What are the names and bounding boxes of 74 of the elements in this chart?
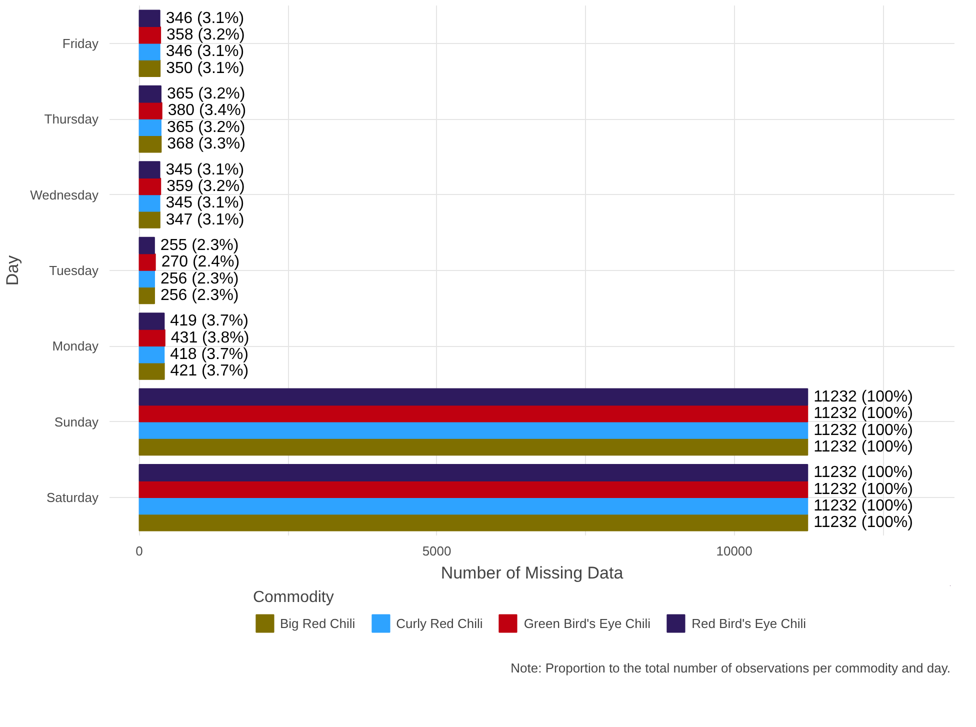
y-tick-label: Wednesday [30,187,99,202]
data-label: 365 (3.2%) [166,118,246,136]
x-tick-label: 5000 [422,544,452,558]
data-label: 255 (2.3%) [160,237,239,254]
bar [138,497,808,515]
bar [138,60,161,78]
data-label: 365 (3.2%) [166,86,246,103]
data-label: 11232 (100%) [814,405,913,422]
legend-title: Commodity [252,589,335,607]
data-label: 380 (3.4%) [168,102,246,120]
y-axis-title: Day [3,254,22,286]
legend-label: Red Bird's Eye Chili [692,616,806,630]
x-axis-title: Number of Missing Data [440,564,624,582]
data-label: 256 (2.3%) [160,286,239,304]
bar [138,270,155,288]
bar [138,464,808,482]
bar [138,480,808,498]
bar [138,514,808,532]
legend-label: Big Red Chili [280,616,356,630]
data-label: 11232 (100%) [814,480,913,498]
y-tick-label: Tuesday [49,263,99,278]
y-tick-label: Saturday [46,490,99,506]
y-tick-label: Sunday [54,414,99,430]
data-label: 256 (2.3%) [160,270,239,288]
data-label: 270 (2.4%) [161,254,240,271]
data-label: 346 (3.1%) [166,10,244,27]
bar [138,312,165,330]
data-label: 11232 (100%) [814,464,913,482]
data-label: 347 (3.1%) [166,211,244,228]
bar [138,10,160,28]
bar [138,135,162,153]
data-label: 11232 (100%) [814,514,913,532]
y-tick-label: Friday [62,36,99,51]
bar [138,194,160,212]
bar [138,178,162,196]
x-tick-label: 0 [136,544,143,558]
data-label: 11232 (100%) [814,422,913,439]
data-label: 368 (3.3%) [167,136,246,153]
bar [138,422,808,439]
text: Note: Proportion to the total number of observations per commodity and day. [510,660,951,676]
bar [138,236,155,254]
bar [138,286,155,304]
data-label: 431 (3.8%) [170,329,250,346]
bar [138,388,808,406]
bar [138,362,165,380]
bar [138,404,808,422]
legend-label: Curly Red Chili [396,616,483,630]
data-label: 358 (3.2%) [166,26,245,44]
data-label: 11232 (100%) [814,497,913,514]
bar [138,118,162,136]
data-label: 11232 (100%) [814,438,913,456]
data-label: 359 (3.2%) [166,178,245,195]
bar [138,329,166,347]
data-label: 419 (3.7%) [170,312,248,330]
bar [138,102,162,120]
data-label: 421 (3.7%) [170,362,249,380]
data-label: 11232 (100%) [814,388,913,406]
y-tick-label: Thursday [44,112,99,127]
data-label: 345 (3.1%) [166,194,244,212]
y-tick-label: Monday [52,338,99,354]
data-label: 350 (3.1%) [166,60,244,77]
bar [138,26,162,44]
data-label: 345 (3.1%) [166,161,244,178]
x-tick-label: 10000 [716,544,752,558]
bar [138,85,162,103]
legend-label: Green Bird's Eye Chili [524,616,651,630]
bar [138,438,808,456]
bar [138,211,160,228]
data-label: 418 (3.7%) [170,346,248,364]
bar [138,43,160,60]
data-label: 346 (3.1%) [166,43,244,60]
bar [138,346,165,364]
bar [138,161,160,178]
bar [138,254,156,271]
